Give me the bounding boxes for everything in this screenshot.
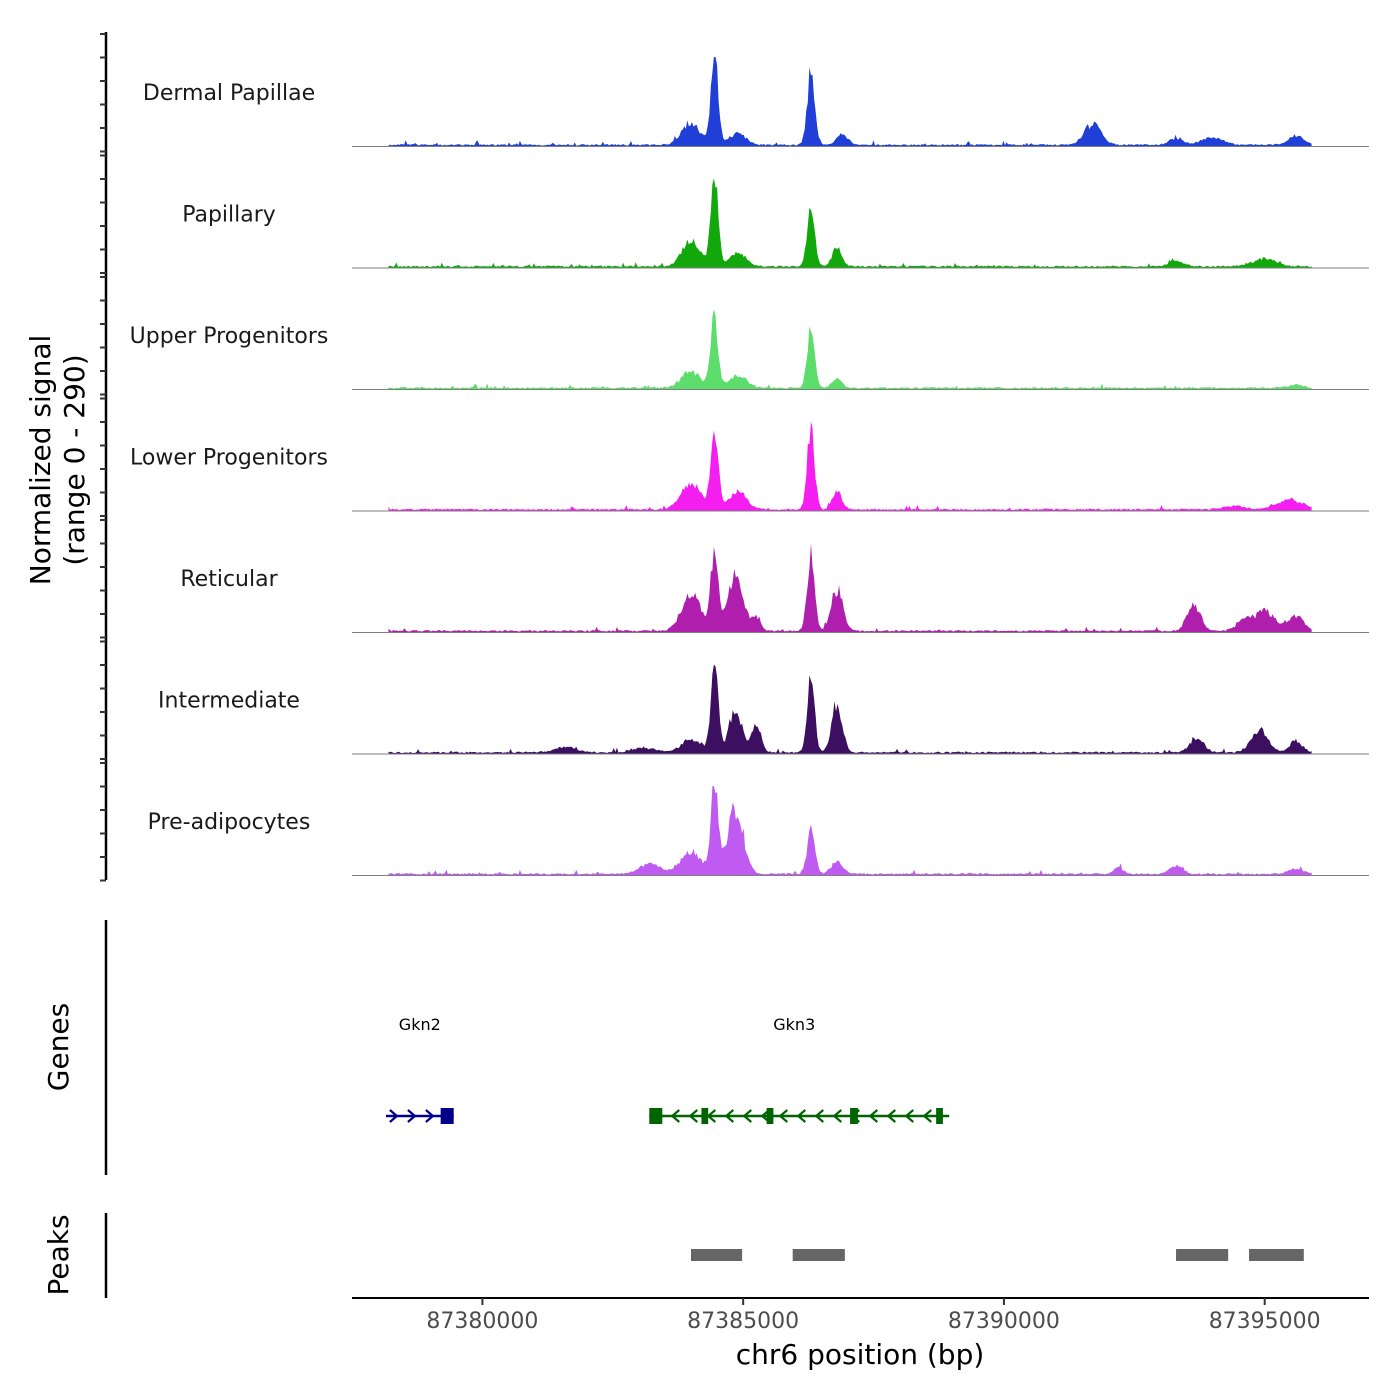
strand-arrow	[796, 1109, 806, 1123]
signal-area	[388, 543, 1312, 633]
signal-area	[388, 786, 1312, 876]
x-axis-title: chr6 position (bp)	[736, 1338, 985, 1371]
strand-arrow	[425, 1109, 435, 1123]
x-axis-ticks: 87380000 87385000 87390000 87395000	[426, 1298, 1321, 1334]
gene-gkn2: Gkn2	[385, 1015, 454, 1124]
y-axis-title-line2: (range 0 - 290)	[58, 354, 91, 565]
track-lower-progenitors: Lower Progenitors	[130, 421, 1369, 512]
track-papillary: Papillary	[182, 178, 1369, 269]
gene-label: Gkn3	[773, 1015, 815, 1034]
track-label: Lower Progenitors	[130, 446, 328, 471]
strand-arrow	[688, 1109, 698, 1123]
peak-region	[1249, 1249, 1304, 1261]
signal-area	[388, 178, 1312, 268]
gene-gkn3: Gkn3	[649, 1015, 950, 1124]
strand-arrow	[922, 1109, 932, 1123]
strand-arrow	[706, 1109, 716, 1123]
peak-region	[691, 1249, 743, 1261]
exon	[766, 1108, 774, 1124]
strand-arrow	[778, 1109, 788, 1123]
track-intermediate: Intermediate	[158, 664, 1369, 755]
signal-y-axis-ticks	[100, 33, 106, 882]
strand-arrow	[814, 1109, 824, 1123]
track-label: Dermal Papillae	[143, 81, 315, 106]
peaks-panel	[691, 1249, 1304, 1261]
strand-arrow	[868, 1109, 878, 1123]
strand-arrow	[832, 1109, 842, 1123]
strand-arrow	[389, 1109, 399, 1123]
strand-arrow	[742, 1109, 752, 1123]
exon	[850, 1108, 858, 1124]
genes-panel-title: Genes	[42, 1003, 75, 1091]
exon	[440, 1108, 454, 1124]
peak-region	[792, 1249, 845, 1261]
signal-area	[388, 57, 1312, 147]
peaks-panel-title: Peaks	[42, 1214, 75, 1295]
track-upper-progenitors: Upper Progenitors	[130, 309, 1369, 390]
strand-arrow	[904, 1109, 914, 1123]
genes-panel: Gkn2 Gkn3	[385, 1015, 950, 1124]
strand-arrow	[724, 1109, 734, 1123]
strand-arrow	[886, 1109, 896, 1123]
signal-area	[388, 309, 1312, 390]
signal-area	[388, 664, 1312, 754]
gene-label: Gkn2	[399, 1015, 441, 1034]
x-tick-label: 87380000	[426, 1309, 538, 1334]
strand-arrow	[407, 1109, 417, 1123]
track-label: Upper Progenitors	[130, 324, 329, 349]
peak-region	[1176, 1249, 1229, 1261]
track-pre-adipocytes: Pre-adipocytes	[148, 786, 1369, 876]
x-tick-label: 87390000	[948, 1309, 1060, 1334]
x-tick-label: 87385000	[687, 1309, 799, 1334]
signal-tracks: Dermal Papillae Papillary Upper Progenitor…	[130, 57, 1369, 876]
track-dermal-papillae: Dermal Papillae	[143, 57, 1369, 147]
track-label: Intermediate	[158, 689, 300, 714]
y-axis-title: Normalized signal (range 0 - 290)	[24, 335, 91, 586]
strand-arrow	[670, 1109, 680, 1123]
track-label: Reticular	[180, 567, 278, 592]
exon	[649, 1108, 663, 1124]
track-label: Papillary	[182, 203, 276, 228]
signal-area	[388, 421, 1312, 511]
x-tick-label: 87395000	[1209, 1309, 1321, 1334]
exon	[701, 1108, 709, 1124]
track-label: Pre-adipocytes	[148, 810, 311, 835]
exon	[936, 1108, 943, 1124]
track-reticular: Reticular	[180, 543, 1369, 633]
y-axis-title-line1: Normalized signal	[24, 335, 57, 586]
